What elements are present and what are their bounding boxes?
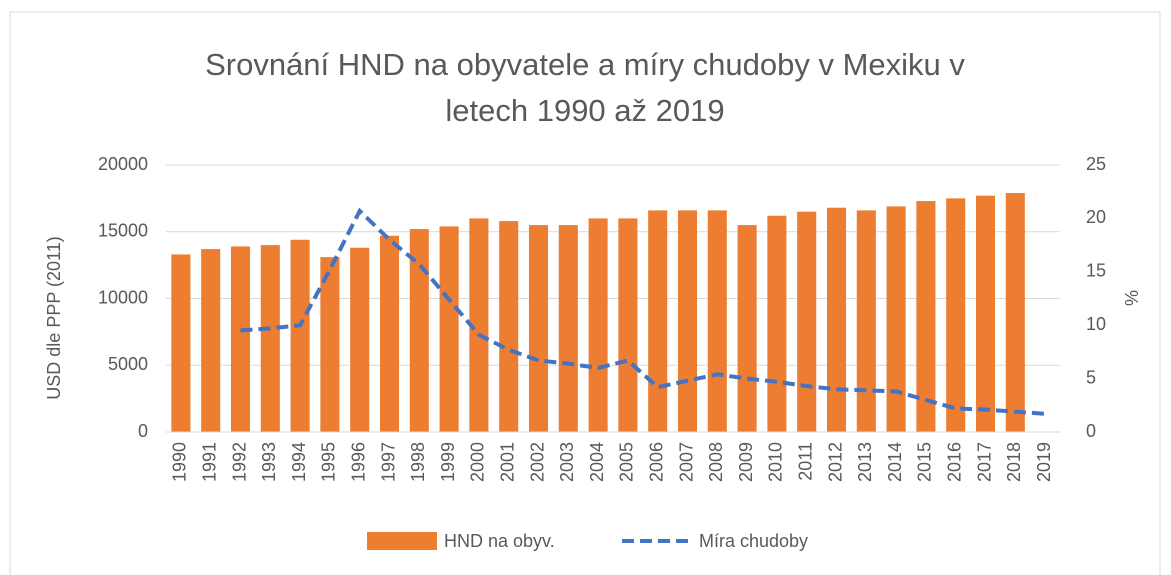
- bar: [797, 211, 817, 432]
- bar: [737, 225, 757, 432]
- bar: [707, 210, 727, 432]
- y2-tick-label: 0: [1086, 421, 1096, 441]
- bar: [528, 225, 549, 432]
- bar: [230, 246, 251, 432]
- bar: [290, 239, 310, 432]
- y2-tick-label: 20: [1086, 207, 1106, 227]
- legend-label: HND na obyv.: [444, 531, 555, 551]
- legend-label: Míra chudoby: [699, 531, 808, 551]
- bar: [201, 249, 221, 432]
- x-tick-label: 2009: [736, 442, 756, 482]
- x-tick-label: 2000: [468, 442, 488, 482]
- bar: [677, 210, 698, 432]
- x-tick-label: 1994: [289, 442, 309, 482]
- bar: [409, 229, 429, 432]
- bar: [826, 207, 847, 432]
- y2-tick-label: 25: [1086, 154, 1106, 174]
- x-tick-label: 2016: [944, 442, 964, 482]
- bar: [379, 235, 400, 432]
- x-tick-label: 2004: [587, 442, 607, 482]
- bar: [946, 198, 966, 432]
- x-tick-label: 1996: [348, 442, 368, 482]
- bar: [350, 247, 370, 432]
- bar: [588, 218, 608, 432]
- x-tick-label: 2011: [795, 442, 815, 481]
- bar: [856, 210, 876, 432]
- y-tick-label: 0: [138, 421, 148, 441]
- x-tick-label: 2018: [1004, 442, 1024, 482]
- chart-border: [9, 11, 1161, 575]
- bar: [439, 226, 459, 432]
- x-tick-label: 2001: [497, 442, 517, 482]
- x-tick-label: 2003: [557, 442, 577, 482]
- x-tick-label: 2017: [974, 442, 994, 482]
- y-tick-label: 15000: [98, 221, 148, 241]
- chart-title: Srovnání HND na obyvatele a míry chudoby…: [205, 47, 965, 128]
- x-tick-label: 1992: [229, 442, 249, 482]
- y2-tick-label: 15: [1086, 261, 1106, 281]
- x-tick-label: 1990: [170, 442, 190, 482]
- y-tick-label: 5000: [108, 354, 148, 374]
- x-tick-label: 2019: [1034, 442, 1054, 482]
- x-tick-label: 2007: [676, 442, 696, 482]
- y-tick-label: 10000: [98, 287, 148, 307]
- bar: [558, 225, 578, 432]
- bar: [320, 257, 340, 432]
- x-tick-label: 2006: [646, 442, 666, 482]
- x-tick-label: 2005: [617, 442, 637, 482]
- bar: [648, 210, 668, 432]
- bar: [1005, 193, 1025, 432]
- bar: [618, 218, 638, 432]
- x-tick-label: 1999: [438, 442, 458, 482]
- x-tick-label: 1993: [259, 442, 279, 482]
- bar: [499, 221, 519, 432]
- bar: [260, 245, 280, 432]
- x-tick-label: 1995: [319, 442, 339, 482]
- x-tick-label: 2008: [706, 442, 726, 482]
- y2-tick-label: 10: [1086, 314, 1106, 334]
- x-tick-label: 2015: [915, 442, 935, 482]
- line: [240, 207, 1046, 416]
- x-tick-label: 2014: [885, 442, 905, 482]
- legend-swatch: [367, 532, 437, 550]
- bar: [171, 254, 191, 432]
- bar: [975, 195, 996, 432]
- x-tick-label: 2013: [855, 442, 875, 482]
- x-tick-label: 1991: [199, 442, 219, 482]
- bar: [886, 206, 906, 432]
- y-axis-label: USD dle PPP (2011): [44, 236, 64, 399]
- y2-axis-label: %: [1122, 290, 1142, 306]
- y-tick-label: 20000: [98, 154, 148, 174]
- y2-tick-label: 5: [1086, 367, 1096, 387]
- x-tick-label: 2002: [527, 442, 547, 482]
- bar: [767, 215, 787, 432]
- x-tick-label: 1997: [378, 442, 398, 482]
- x-tick-label: 2010: [766, 442, 786, 482]
- bar: [916, 201, 936, 432]
- x-tick-label: 2012: [825, 442, 845, 482]
- x-tick-label: 1998: [408, 442, 428, 482]
- bar: [469, 218, 489, 432]
